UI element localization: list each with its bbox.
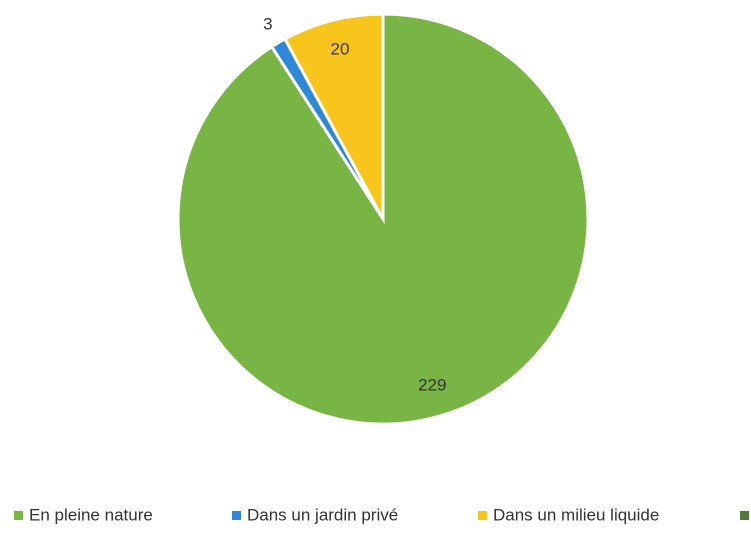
pie-slice (282, 12, 385, 220)
data-label: 229 (418, 376, 446, 395)
legend-swatch (232, 511, 241, 520)
legend-label: En pleine nature (29, 505, 153, 524)
data-label: 20 (331, 40, 350, 59)
legend-label: Dans un jardin privé (247, 505, 398, 524)
data-label: 3 (263, 15, 272, 34)
legend-label: Dans un milieu liquide (493, 505, 659, 524)
legend-swatch-cut (740, 511, 749, 520)
legend-swatch (478, 511, 487, 520)
legend-swatch (14, 511, 23, 520)
